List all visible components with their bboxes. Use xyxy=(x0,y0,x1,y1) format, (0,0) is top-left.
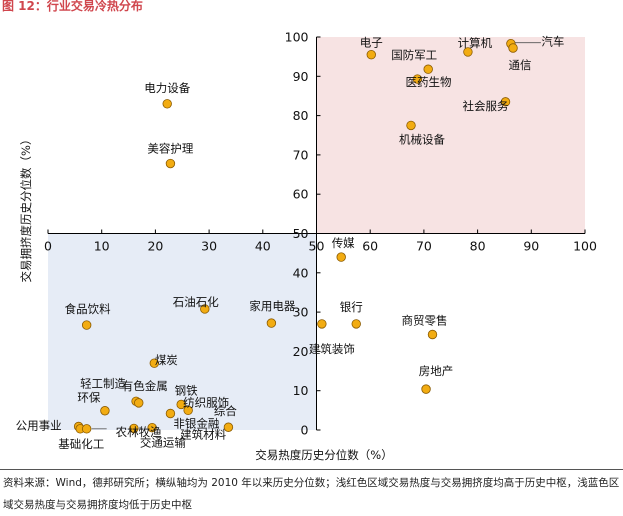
point-label: 美容护理 xyxy=(147,142,193,156)
point-label: 电力设备 xyxy=(144,81,190,95)
x-tick-label: 90 xyxy=(523,239,539,254)
data-point xyxy=(165,158,176,169)
x-tick-label: 30 xyxy=(201,239,217,254)
data-point xyxy=(463,47,473,57)
data-point xyxy=(421,384,431,394)
data-point xyxy=(336,252,346,262)
data-point xyxy=(412,74,423,84)
y-axis-title: 交易拥挤度历史分位数（%） xyxy=(19,134,33,283)
x-tick-label: 20 xyxy=(147,239,163,254)
point-label: 汽车 xyxy=(541,35,564,49)
point-label: 建筑材料 xyxy=(180,428,226,442)
y-tick-label: 10 xyxy=(293,383,309,398)
y-tick-label: 80 xyxy=(293,108,309,123)
data-point xyxy=(81,320,92,330)
x-tick-label: 50 xyxy=(309,239,325,254)
data-point xyxy=(176,399,186,410)
scatter-chart: 0 10 20 30 40 50 60 70 80 90 100010203040506070809… xyxy=(16,30,597,463)
data-point xyxy=(508,43,518,53)
y-tick-label: 20 xyxy=(293,344,309,359)
point-label: 非银金融 xyxy=(173,416,219,430)
point-label: 农林牧渔 xyxy=(116,425,162,439)
x-axis-title: 交易热度历史分位数（%） xyxy=(255,448,392,462)
point-label: 机械设备 xyxy=(399,132,445,146)
y-tick-label: 70 xyxy=(293,147,309,162)
y-tick-label: 40 xyxy=(293,265,309,280)
point-label: 计算机 xyxy=(458,36,493,50)
point-label: 综合 xyxy=(214,404,237,418)
point-label: 国防军工 xyxy=(391,48,437,62)
point-label: 交通运输 xyxy=(140,435,186,449)
point-label: 传媒 xyxy=(332,236,355,250)
region-hot xyxy=(316,37,585,234)
point-label: 煤炭 xyxy=(155,353,178,367)
figure-title: 图 12：行业交易冷热分布 xyxy=(2,0,143,13)
data-point xyxy=(351,319,361,329)
y-tick-label: 100 xyxy=(285,30,309,45)
point-label: 电子 xyxy=(360,36,383,50)
point-label: 商贸零售 xyxy=(401,314,447,328)
region-cold xyxy=(48,233,317,430)
point-label: 房地产 xyxy=(419,364,454,378)
data-point xyxy=(223,422,234,432)
data-point xyxy=(406,120,416,131)
y-tick-label: 50 xyxy=(293,226,309,241)
point-label: 食品饮料 xyxy=(65,302,111,316)
data-point xyxy=(81,424,92,434)
x-tick-label: 10 xyxy=(94,239,110,254)
point-label: 家用电器 xyxy=(249,299,295,313)
point-label: 环保 xyxy=(77,391,100,405)
data-point xyxy=(200,304,210,314)
data-point xyxy=(266,318,277,328)
point-label: 有色金属 xyxy=(122,379,168,393)
source-divider xyxy=(0,469,623,470)
data-point xyxy=(366,49,376,60)
data-point xyxy=(500,97,511,107)
data-point xyxy=(183,405,193,416)
x-tick-label: 80 xyxy=(470,239,486,254)
data-point xyxy=(423,64,433,74)
data-point xyxy=(165,408,176,419)
x-tick-label: 40 xyxy=(255,239,271,254)
point-label: 钢铁 xyxy=(175,383,198,397)
data-point xyxy=(129,423,139,434)
y-tick-label: 60 xyxy=(293,187,309,202)
x-tick-label: 0 xyxy=(44,239,52,254)
point-label: 纺织服饰 xyxy=(183,395,229,409)
data-point xyxy=(147,422,157,433)
point-label: 通信 xyxy=(509,58,532,72)
point-label: 公用事业 xyxy=(16,418,62,432)
data-point xyxy=(100,406,110,416)
source-note: 资料来源：Wind，德邦研究所；横纵轴均为 2010 年以来历史分位数；浅红色区… xyxy=(3,477,620,511)
x-tick-label: 70 xyxy=(416,239,432,254)
data-point xyxy=(149,358,160,368)
x-tick-label: 100 xyxy=(573,239,597,254)
point-label: 轻工制造 xyxy=(80,376,126,390)
point-label: 石油石化 xyxy=(173,295,219,309)
data-point xyxy=(134,398,144,408)
y-tick-label: 90 xyxy=(293,69,309,84)
point-label: 建筑装饰 xyxy=(309,342,355,356)
point-label: 基础化工 xyxy=(58,437,104,451)
data-point xyxy=(427,329,438,340)
data-point xyxy=(162,99,172,109)
data-point xyxy=(317,319,327,329)
y-tick-label: 30 xyxy=(293,305,309,320)
point-label: 社会服务 xyxy=(463,99,509,113)
point-label: 银行 xyxy=(340,300,363,314)
x-tick-label: 60 xyxy=(362,239,378,254)
y-tick-label: 0 xyxy=(301,423,309,438)
point-label: 医药生物 xyxy=(405,75,451,89)
